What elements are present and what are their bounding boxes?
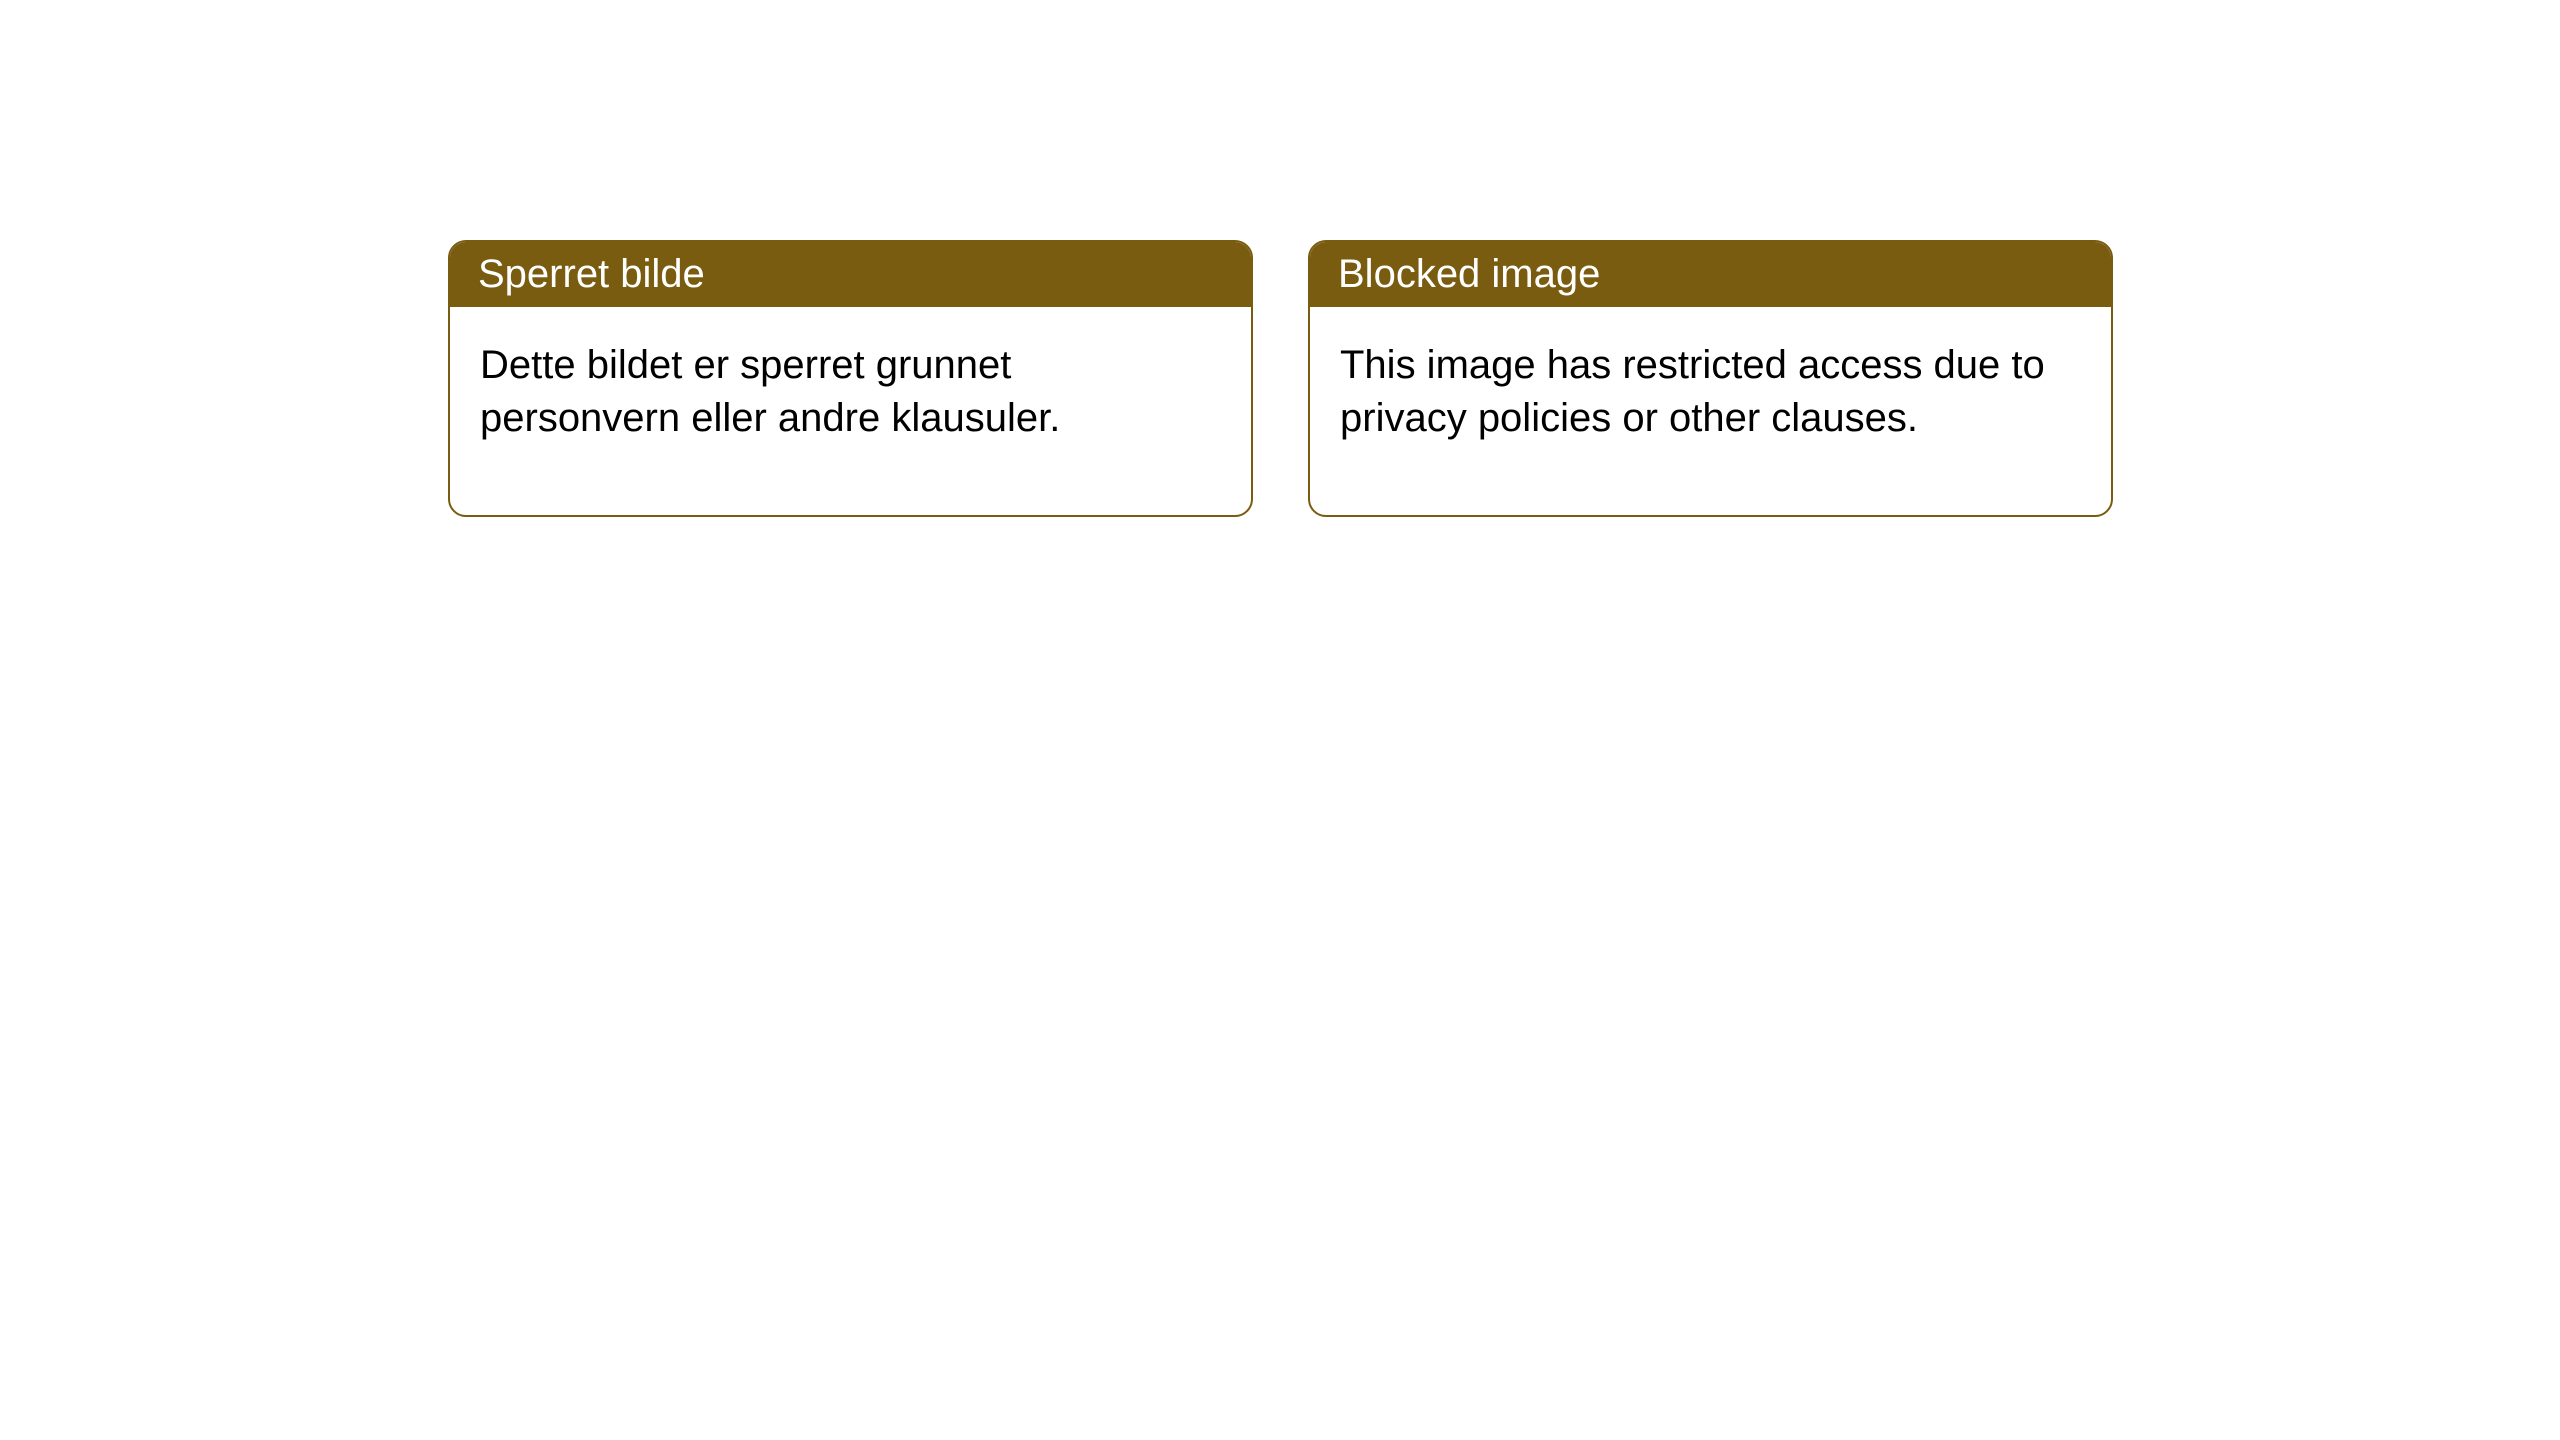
notice-card-header: Blocked image [1310, 242, 2111, 307]
notice-title: Blocked image [1338, 252, 1600, 296]
notice-card-en: Blocked image This image has restricted … [1308, 240, 2113, 517]
notice-card-no: Sperret bilde Dette bildet er sperret gr… [448, 240, 1253, 517]
notice-title: Sperret bilde [478, 252, 705, 296]
notice-container: Sperret bilde Dette bildet er sperret gr… [448, 240, 2113, 517]
notice-body-text: This image has restricted access due to … [1340, 343, 2045, 440]
notice-card-body: Dette bildet er sperret grunnet personve… [450, 307, 1251, 515]
notice-card-header: Sperret bilde [450, 242, 1251, 307]
notice-card-body: This image has restricted access due to … [1310, 307, 2111, 515]
notice-body-text: Dette bildet er sperret grunnet personve… [480, 343, 1060, 440]
